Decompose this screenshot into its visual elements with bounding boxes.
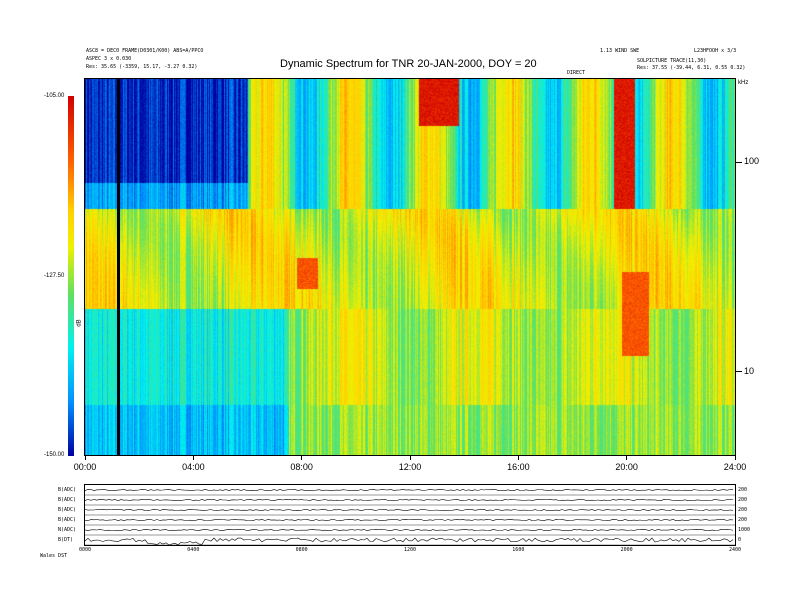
header-right-line1: 1.13 WIND SWE bbox=[600, 48, 640, 54]
chart-title: Dynamic Spectrum for TNR 20-JAN-2000, DO… bbox=[280, 58, 537, 70]
panel-label: B(DT) bbox=[58, 537, 74, 543]
panel-trace bbox=[84, 528, 734, 532]
spectrogram-plot bbox=[84, 78, 736, 456]
header-right-line4: Res: 37.55 (-39.44, 6.31, 0.55 0.32) bbox=[637, 65, 746, 71]
x-tick-label: 00:00 bbox=[73, 462, 97, 472]
x-tick-mark bbox=[409, 456, 411, 460]
header-right-small: DIRECT bbox=[567, 70, 586, 76]
x-tick-label: 08:00 bbox=[290, 462, 313, 472]
colorbar-tick-top: -105.00 bbox=[44, 93, 65, 99]
panel-label: B(ADC) bbox=[58, 497, 77, 503]
header-left-line1: ASC8 = DEC0 FRAME(D0301/K00) ABS=A/PPCO bbox=[86, 48, 204, 54]
panel-x-tick: 1200 bbox=[403, 547, 417, 553]
x-tick-label: 24:00 bbox=[723, 462, 747, 472]
panel-label: B(ADC) bbox=[58, 487, 77, 493]
x-tick-label: 16:00 bbox=[507, 462, 530, 472]
x-tick-mark bbox=[517, 456, 519, 460]
panel-right-tick: 200 bbox=[738, 487, 748, 493]
header-right-line2: L23HFOOH x 3/3 bbox=[694, 48, 737, 54]
panel-x-tick: 2000 bbox=[620, 547, 633, 553]
panel-trace bbox=[84, 508, 734, 512]
spectrogram-canvas bbox=[85, 79, 735, 455]
panel-footer: Wales DST bbox=[40, 553, 68, 559]
y-tick-mark bbox=[736, 161, 742, 163]
panel-right-tick: 200 bbox=[738, 517, 748, 523]
panel-traces bbox=[84, 488, 735, 546]
panel-label: B(ADC) bbox=[58, 507, 77, 513]
panel-trace bbox=[84, 488, 734, 492]
x-tick-label: 20:00 bbox=[615, 462, 638, 472]
x-tick-label: 04:00 bbox=[182, 462, 205, 472]
panel-x-tick: 1600 bbox=[512, 547, 525, 553]
panel-x-tick: 0000 bbox=[78, 547, 92, 553]
panel-trace bbox=[84, 498, 734, 502]
panel-label: B(ADC) bbox=[58, 517, 77, 523]
colorbar-tick-bottom: -150.00 bbox=[44, 452, 65, 458]
y-unit-label: kHz bbox=[738, 80, 749, 86]
header-right-line3: SOLPICTURE TRACE(11,30) bbox=[637, 58, 707, 64]
parameter-panel bbox=[84, 484, 736, 546]
x-tick-label: 12:00 bbox=[398, 462, 422, 472]
x-tick-mark bbox=[734, 456, 736, 460]
panel-right-tick: 0 bbox=[738, 537, 742, 543]
panel-trace bbox=[84, 537, 734, 546]
panel-x-tick: 2400 bbox=[728, 547, 742, 553]
panel-right-tick: 1000 bbox=[738, 527, 751, 533]
panel-right-tick: 200 bbox=[738, 507, 748, 513]
vertical-marker-line bbox=[116, 79, 120, 455]
header-left-line3: Res: 35.65 (-3359, 15.17, -3.27 0.32) bbox=[86, 64, 198, 70]
colorbar-label: dB bbox=[76, 319, 83, 327]
panel-x-tick: 0800 bbox=[295, 547, 308, 553]
colorbar-tick-mid: -127.50 bbox=[44, 273, 65, 279]
panel-right-tick: 200 bbox=[738, 497, 748, 503]
x-tick-mark bbox=[192, 456, 194, 460]
header-left-line2: ASPEC 3 x 0.030 bbox=[86, 56, 132, 62]
panel-label: N(ADC) bbox=[58, 527, 77, 533]
x-tick-mark bbox=[84, 456, 86, 460]
y-tick-label: 10 bbox=[744, 365, 755, 376]
x-tick-mark bbox=[626, 456, 628, 460]
x-tick-mark bbox=[301, 456, 303, 460]
colorbar bbox=[68, 96, 74, 456]
y-tick-mark bbox=[736, 371, 742, 373]
y-tick-label: 100 bbox=[744, 156, 760, 167]
panel-trace bbox=[84, 518, 734, 522]
panel-x-tick: 0400 bbox=[187, 547, 200, 553]
